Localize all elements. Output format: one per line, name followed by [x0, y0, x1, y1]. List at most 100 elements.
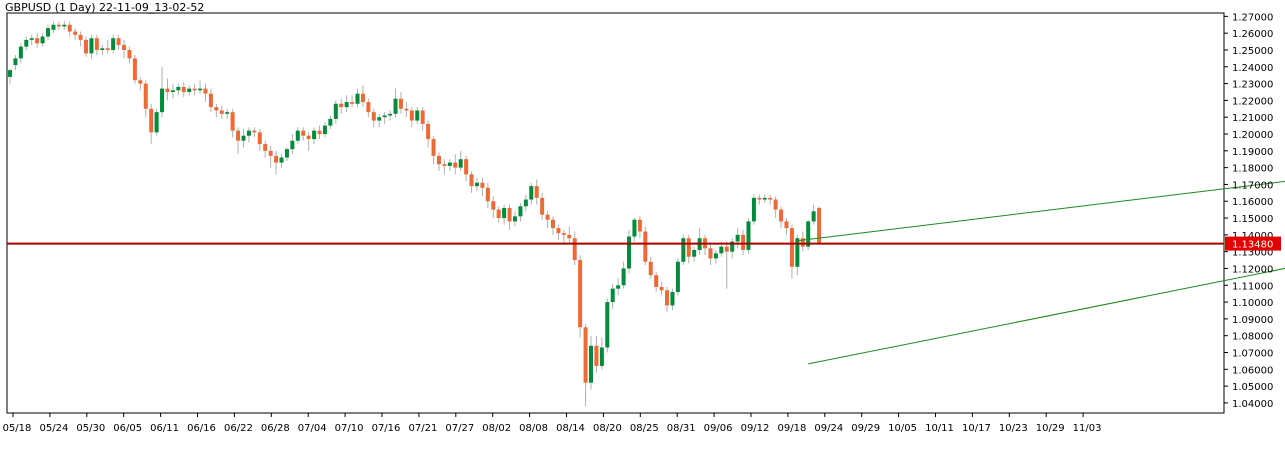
candle-body — [219, 110, 224, 114]
candle-body — [556, 228, 561, 234]
candle — [333, 100, 338, 124]
candle — [692, 246, 697, 262]
candle-body — [751, 197, 756, 222]
candle-body — [252, 130, 257, 133]
candle — [295, 127, 300, 145]
candle — [56, 21, 61, 30]
candle-body — [203, 88, 208, 94]
candle-body — [572, 238, 577, 261]
candle-body — [409, 110, 414, 121]
y-tick-label: 1.22000 — [1232, 96, 1273, 107]
candle — [578, 255, 583, 338]
candle — [198, 80, 203, 94]
candle-body — [523, 199, 528, 207]
candle — [398, 91, 403, 114]
candle — [757, 194, 762, 205]
candle-body — [746, 221, 751, 250]
candle-body — [806, 221, 811, 247]
candle-body — [127, 49, 132, 59]
candle — [116, 34, 121, 50]
candle — [518, 202, 523, 222]
y-tick-label: 1.15000 — [1232, 214, 1273, 225]
candle — [453, 154, 458, 175]
candle-body — [279, 157, 284, 163]
candle-body — [40, 36, 45, 44]
candle — [480, 177, 485, 197]
candle-body — [122, 44, 127, 50]
candle — [127, 46, 132, 64]
candle — [751, 194, 756, 225]
y-tick-label: 1.12000 — [1232, 264, 1273, 275]
candle-body — [295, 130, 300, 141]
candle-body — [811, 211, 816, 222]
candle-body — [773, 199, 778, 210]
candle-body — [84, 39, 89, 54]
candle — [469, 170, 474, 193]
x-tick-label: 09/06 — [704, 423, 733, 434]
candle-body — [713, 253, 718, 259]
candle — [160, 66, 165, 118]
candle — [111, 34, 116, 54]
candle-body — [545, 214, 550, 220]
candle — [143, 80, 148, 118]
candle — [35, 33, 40, 49]
candle-body — [355, 93, 360, 104]
candle-body — [692, 249, 697, 257]
candle — [735, 228, 740, 249]
y-axis: 1.04000 1.05000 1.06000 1.07000 1.08000 1.090… — [1224, 12, 1273, 410]
candle-body — [274, 155, 279, 163]
candle-body — [284, 149, 289, 158]
candle-body — [686, 238, 691, 257]
y-tick-label: 1.17000 — [1232, 180, 1273, 191]
candle-body — [312, 130, 317, 140]
candle — [426, 120, 431, 148]
candle — [284, 147, 289, 161]
candle — [230, 108, 235, 138]
x-tick-label: 09/12 — [741, 423, 770, 434]
y-tick-label: 1.13000 — [1232, 248, 1273, 259]
x-tick-label: 07/27 — [445, 423, 474, 434]
x-tick-label: 08/02 — [482, 423, 511, 434]
candle-body — [46, 28, 51, 37]
candle-body — [263, 144, 268, 151]
candle — [627, 229, 632, 274]
candle — [149, 103, 154, 145]
candle — [779, 206, 784, 229]
candle — [29, 34, 34, 45]
candle-body — [551, 219, 555, 229]
candle-body — [762, 197, 767, 200]
candle-body — [599, 347, 604, 366]
candle-body — [654, 275, 659, 287]
candle-body — [420, 110, 425, 124]
candle — [388, 110, 393, 121]
candle-body — [583, 327, 588, 383]
candle-body — [257, 132, 262, 145]
candle — [100, 44, 105, 56]
candle-body — [111, 38, 116, 50]
y-tick-label: 1.18000 — [1232, 164, 1273, 175]
candle — [670, 288, 675, 311]
candle — [40, 33, 45, 47]
candle-body — [29, 38, 34, 40]
candle — [556, 224, 561, 240]
x-tick-label: 10/17 — [962, 423, 991, 434]
y-tick-label: 1.06000 — [1232, 365, 1273, 376]
y-tick-label: 1.24000 — [1232, 63, 1273, 74]
candle — [18, 43, 23, 64]
candle-body — [502, 207, 507, 219]
candle-body — [208, 93, 213, 108]
candle — [551, 216, 555, 235]
x-tick-label: 08/31 — [667, 423, 696, 434]
x-tick-label: 07/16 — [372, 423, 401, 434]
candle-body — [453, 162, 458, 168]
candle — [567, 226, 572, 244]
candle — [252, 127, 257, 138]
y-tick-label: 1.19000 — [1232, 147, 1273, 158]
candle-body — [165, 88, 170, 92]
candle — [420, 107, 425, 131]
y-tick-label: 1.27000 — [1232, 12, 1273, 23]
candle — [73, 28, 78, 40]
candle-body — [404, 108, 409, 111]
candle-body — [431, 139, 436, 156]
x-tick-label: 06/05 — [113, 423, 142, 434]
